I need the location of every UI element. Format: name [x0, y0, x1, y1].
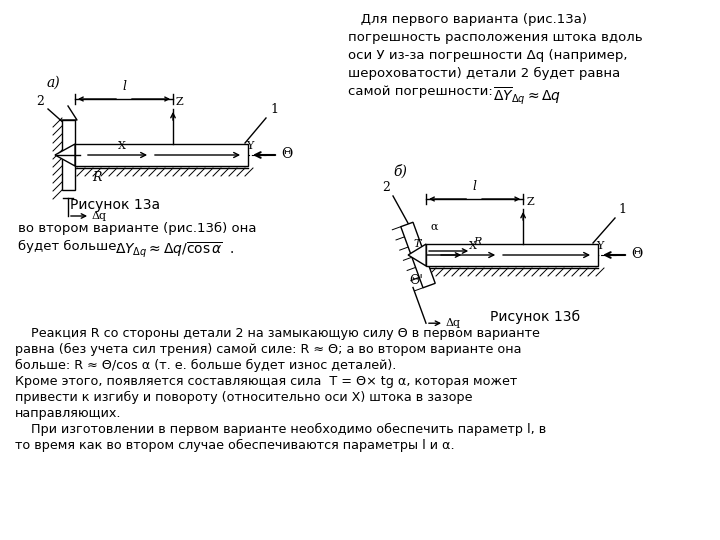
- Text: Θ: Θ: [631, 247, 642, 261]
- Text: 1: 1: [618, 203, 626, 216]
- Text: а): а): [47, 76, 60, 90]
- Text: α: α: [431, 222, 438, 232]
- Text: Δq: Δq: [92, 211, 107, 221]
- Text: 2: 2: [36, 95, 44, 108]
- Polygon shape: [55, 144, 75, 166]
- Text: 2: 2: [382, 181, 390, 194]
- Text: оси У из-за погрешности Δq (например,: оси У из-за погрешности Δq (например,: [348, 49, 628, 62]
- Text: Δq: Δq: [446, 318, 461, 328]
- Text: шероховатости) детали 2 будет равна: шероховатости) детали 2 будет равна: [348, 67, 620, 80]
- Text: l: l: [472, 180, 476, 193]
- Text: 1: 1: [270, 103, 278, 116]
- Text: будет больше:: будет больше:: [18, 240, 130, 253]
- Polygon shape: [408, 244, 426, 266]
- Text: Рисунок 13а: Рисунок 13а: [70, 198, 160, 212]
- Text: привести к изгибу и повороту (относительно оси Х) штока в зазоре: привести к изгибу и повороту (относитель…: [15, 391, 472, 404]
- Text: Θ': Θ': [409, 274, 423, 287]
- Text: во втором варианте (рис.13б) она: во втором варианте (рис.13б) она: [18, 222, 256, 235]
- Text: Z: Z: [176, 97, 184, 107]
- Text: R: R: [473, 237, 482, 247]
- Bar: [75, 144, 248, 166]
- Text: $\Delta Y_{\Delta q} \approx \Delta q/\overline{\cos\alpha}$  .: $\Delta Y_{\Delta q} \approx \Delta q/\o…: [115, 240, 235, 260]
- Text: направляющих.: направляющих.: [15, 407, 122, 420]
- Text: Для первого варианта (рис.13а): Для первого варианта (рис.13а): [348, 13, 587, 26]
- Text: Реакция R со стороны детали 2 на замыкающую силу Θ в первом варианте: Реакция R со стороны детали 2 на замыкаю…: [15, 327, 540, 340]
- Text: погрешность расположения штока вдоль: погрешность расположения штока вдоль: [348, 31, 643, 44]
- Text: l: l: [122, 80, 126, 93]
- Text: Кроме этого, появляется составляющая сила  T = Θ× tg α, которая может: Кроме этого, появляется составляющая сил…: [15, 375, 517, 388]
- Text: самой погрешности:: самой погрешности:: [348, 85, 501, 98]
- Bar: [62, 120, 75, 190]
- Text: X: X: [118, 141, 126, 151]
- Text: равна (без учета сил трения) самой силе: R ≈ Θ; а во втором варианте она: равна (без учета сил трения) самой силе:…: [15, 343, 521, 356]
- Polygon shape: [401, 222, 435, 288]
- Text: X: X: [469, 241, 477, 251]
- Text: больше: R ≈ Θ/cos α (т. е. больше будет износ деталей).: больше: R ≈ Θ/cos α (т. е. больше будет …: [15, 359, 397, 372]
- Text: Рисунок 13б: Рисунок 13б: [490, 310, 580, 324]
- Text: Θ: Θ: [281, 147, 292, 161]
- Text: Z: Z: [526, 197, 534, 207]
- Text: то время как во втором случае обеспечиваются параметры l и α.: то время как во втором случае обеспечива…: [15, 439, 454, 452]
- Text: $\overline{\Delta Y}_{\Delta q} \approx \Delta q$: $\overline{\Delta Y}_{\Delta q} \approx …: [493, 85, 561, 107]
- Text: R: R: [92, 171, 102, 184]
- Bar: [426, 244, 598, 266]
- Text: Y: Y: [596, 241, 603, 251]
- Text: Y: Y: [246, 141, 253, 151]
- Text: б): б): [393, 165, 407, 179]
- Text: T: T: [414, 239, 421, 249]
- Text: При изготовлении в первом варианте необходимо обеспечить параметр l, в: При изготовлении в первом варианте необх…: [15, 423, 546, 436]
